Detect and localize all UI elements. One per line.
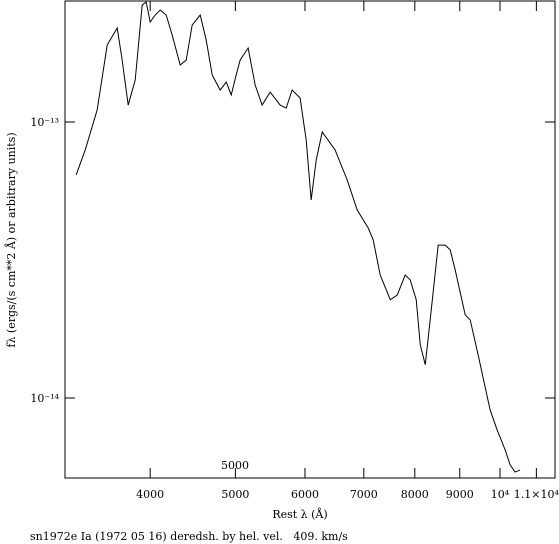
x-tick-label: 7000 <box>350 488 378 501</box>
plot-frame <box>64 0 556 479</box>
y-tick-label: 10⁻¹³ <box>30 116 59 129</box>
x-tick-label: 9000 <box>446 488 474 501</box>
x-tick-label: 1.1×10⁴ <box>514 488 559 501</box>
x-tick-label: 5000 <box>221 488 249 501</box>
y-tick-label: 10⁻¹⁴ <box>30 392 59 405</box>
x-tick-label: 4000 <box>136 488 164 501</box>
caption: sn1972e Ia (1972 05 16) deredsh. by hel.… <box>30 530 348 543</box>
x-tick-label: 10⁴ <box>491 488 510 501</box>
x-axis-label: Rest λ (Å) <box>272 507 327 521</box>
annotation: 5000 <box>221 459 249 472</box>
x-tick-label: 6000 <box>291 488 319 501</box>
x-tick-label: 8000 <box>401 488 429 501</box>
spectrum-line <box>75 1 521 473</box>
y-axis-label: fλ (ergs/(s cm**2 Å) or arbitrary units) <box>4 132 18 347</box>
